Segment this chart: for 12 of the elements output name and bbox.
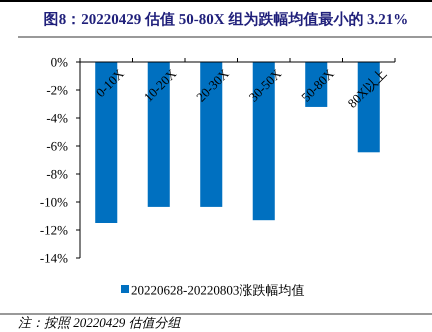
y-tick-label: -12% <box>40 222 68 238</box>
y-tick-label: -8% <box>46 166 68 182</box>
chart-title: 图8：20220429 估值 50-80X 组为跌幅均值最小的 3.21% <box>44 11 408 28</box>
y-tick-label: -14% <box>40 250 68 266</box>
legend-label: 20220628-20220803涨跌幅均值 <box>131 282 304 298</box>
y-tick-label: -4% <box>46 110 68 126</box>
y-tick-label: -6% <box>46 138 68 154</box>
y-tick-label: -10% <box>40 194 68 210</box>
y-tick-label: 0% <box>50 54 68 70</box>
text: 注：按照 20220429 估值分组 <box>18 315 182 330</box>
x-tick-label: 80X以上 <box>344 66 390 111</box>
y-tick-label: -2% <box>46 82 68 98</box>
